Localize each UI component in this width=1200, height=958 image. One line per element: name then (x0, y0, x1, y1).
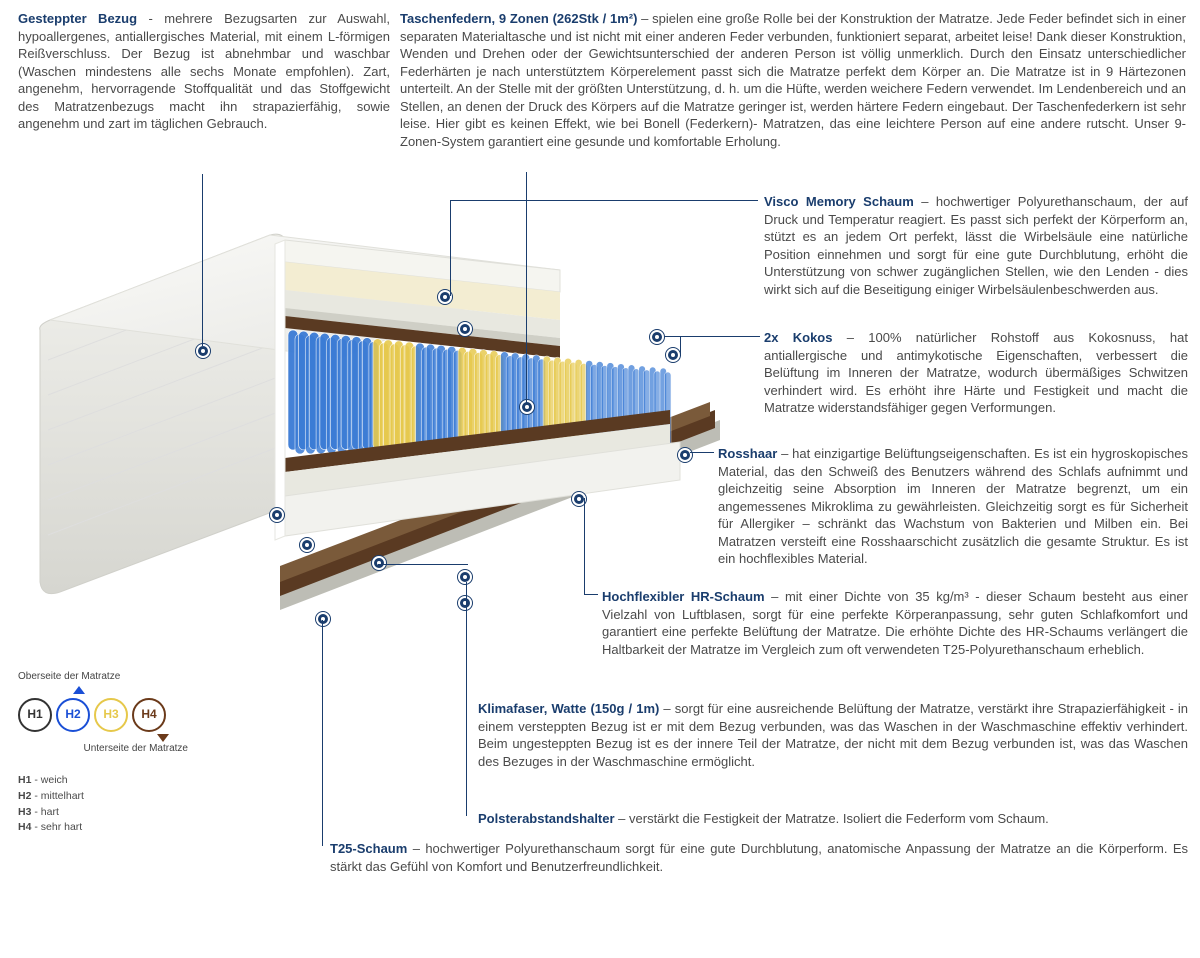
section-visco: Visco Memory Schaum – hochwertiger Polyu… (764, 193, 1188, 298)
hardness-key-h4: H4 - sehr hart (18, 820, 258, 836)
mattress-diagram (20, 180, 740, 700)
sep: – (777, 446, 792, 461)
section-bezug: Gesteppter Bezug - mehrere Bezugsarten z… (18, 10, 390, 133)
leader-polster-v (466, 604, 467, 816)
leader-t25-v (322, 620, 323, 846)
marker-t25-left (300, 538, 314, 552)
leader-hr-h (584, 594, 598, 595)
marker-polster-left (372, 556, 386, 570)
cutaway-stack (285, 240, 680, 536)
sep: – (659, 701, 674, 716)
section-klimafaser-title: Klimafaser, Watte (150g / 1m) (478, 701, 659, 716)
section-federn-title: Taschenfedern, 9 Zonen (262Stk / 1m²) (400, 11, 637, 26)
legend-arrows-top (18, 686, 258, 694)
marker-bezug (196, 344, 210, 358)
section-visco-title: Visco Memory Schaum (764, 194, 914, 209)
leader-kokos-v (680, 336, 681, 356)
section-kokos: 2x Kokos – 100% natürlicher Rohstoff aus… (764, 329, 1188, 417)
section-federn: Taschenfedern, 9 Zonen (262Stk / 1m²) – … (400, 10, 1186, 150)
hardness-circle-h1: H1 (18, 698, 52, 732)
sep: – (407, 841, 425, 856)
sep: – (637, 11, 652, 26)
sep: - (137, 11, 164, 26)
section-klimafaser: Klimafaser, Watte (150g / 1m) – sorgt fü… (478, 700, 1188, 770)
leader-visco-v (450, 200, 451, 296)
hardness-legend: Oberseite der Matratze H1H2H3H4 Untersei… (18, 670, 258, 836)
marker-rosshaar (678, 448, 692, 462)
section-t25: T25-Schaum – hochwertiger Polyurethansch… (330, 840, 1188, 875)
section-polster-title: Polsterabstandshalter (478, 811, 615, 826)
section-kokos-title: 2x Kokos (764, 330, 832, 345)
marker-kokos-bot (666, 348, 680, 362)
leader-visco-h (450, 200, 758, 201)
mattress-svg (20, 180, 740, 700)
arrow-down-h4 (157, 734, 169, 742)
marker-federn-2 (520, 400, 534, 414)
section-t25-body: hochwertiger Polyurethanschaum sorgt für… (330, 841, 1188, 874)
leader-kokos-h (664, 336, 760, 337)
sep: – (765, 589, 785, 604)
marker-polster (458, 596, 472, 610)
section-bezug-body: mehrere Bezugsarten zur Auswahl, hypoall… (18, 11, 390, 131)
hardness-circles: H1H2H3H4 (18, 698, 258, 732)
marker-klimafaser (458, 570, 472, 584)
legend-arrows-bottom (18, 734, 258, 742)
hardness-key: H1 - weichH2 - mittelhartH3 - hartH4 - s… (18, 773, 258, 836)
leader-bezug-v (202, 174, 203, 346)
arrow-up-h2 (73, 686, 85, 694)
hardness-circle-h3: H3 (94, 698, 128, 732)
marker-kokos-top (650, 330, 664, 344)
leader-hr-v (584, 498, 585, 594)
leader-federn-v (526, 172, 527, 404)
sep: – (914, 194, 936, 209)
section-polster-body: verstärkt die Festigkeit der Matratze. I… (629, 811, 1049, 826)
hardness-circle-h2: H2 (56, 698, 90, 732)
marker-federn-1 (458, 322, 472, 336)
legend-top-label: Oberseite der Matratze (18, 670, 258, 684)
marker-t25 (316, 612, 330, 626)
leader-rosshaar-h (690, 452, 714, 453)
sep: – (832, 330, 868, 345)
section-federn-body: spielen eine große Rolle bei der Konstru… (400, 11, 1186, 149)
hardness-circle-h4: H4 (132, 698, 166, 732)
section-polster: Polsterabstandshalter – verstärkt die Fe… (478, 810, 1188, 828)
section-t25-title: T25-Schaum (330, 841, 407, 856)
cut-edge (275, 240, 285, 540)
sep: – (615, 811, 629, 826)
section-rosshaar-body: hat einzigartige Belüftungseigenschaften… (718, 446, 1188, 566)
legend-bottom-label: Unterseite der Matratze (18, 742, 188, 756)
section-visco-body: hochwertiger Polyurethanschaum, der auf … (764, 194, 1188, 297)
section-rosshaar: Rosshaar – hat einzigartige Belüftungsei… (718, 445, 1188, 568)
section-bezug-title: Gesteppter Bezug (18, 11, 137, 26)
leader-polster-h (378, 564, 468, 565)
hardness-key-h2: H2 - mittelhart (18, 789, 258, 805)
marker-klimafaser-left (270, 508, 284, 522)
hardness-key-h1: H1 - weich (18, 773, 258, 789)
hardness-key-h3: H3 - hart (18, 805, 258, 821)
